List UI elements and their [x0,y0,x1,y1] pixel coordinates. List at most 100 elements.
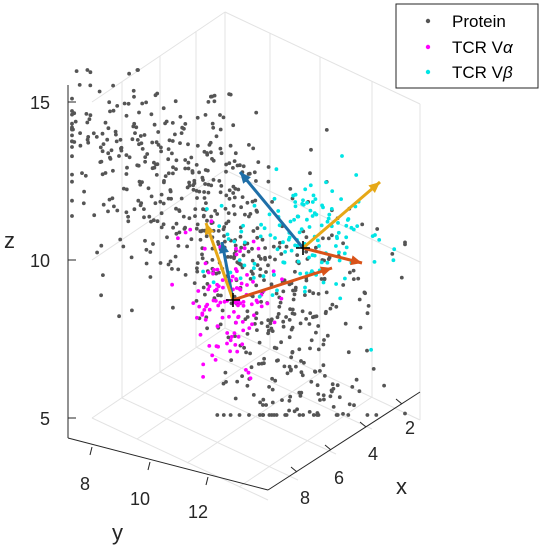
point-0 [304,235,309,240]
x-tick-label: 6 [334,468,344,488]
point-1 [228,338,233,343]
point-0 [87,117,92,122]
legend-label-protein: Protein [452,12,506,31]
point-2 [292,217,296,222]
point-2 [305,200,309,205]
point-1 [280,277,284,282]
point-0 [174,206,178,211]
y-tick-label: 12 [188,502,208,522]
point-2 [308,183,313,188]
point-0 [290,350,295,354]
point-0 [142,215,146,220]
point-2 [287,235,292,240]
point-2 [343,276,347,281]
point-0 [107,100,112,105]
point-2 [305,217,309,222]
point-0 [224,169,228,174]
point-1 [236,315,241,320]
point-0 [88,113,93,118]
point-0 [304,278,309,283]
point-0 [219,151,224,156]
point-2 [392,247,397,252]
point-0 [215,413,220,417]
point-0 [273,257,277,262]
point-0 [403,240,407,245]
point-0 [328,394,333,399]
point-0 [85,68,90,72]
point-0 [399,275,404,280]
point-0 [165,235,169,240]
point-0 [137,179,142,184]
point-1 [279,296,284,301]
point-0 [171,225,176,230]
point-0 [341,241,345,246]
point-2 [307,225,312,229]
point-0 [351,277,356,281]
point-0 [202,274,207,278]
point-1 [232,310,236,314]
point-2 [315,238,320,243]
point-0 [144,247,149,252]
point-0 [261,403,265,407]
point-0 [185,244,190,249]
point-0 [158,261,163,265]
point-0 [147,214,152,219]
point-0 [238,234,243,239]
point-2 [325,219,330,224]
point-0 [98,145,103,150]
point-0 [277,304,282,309]
point-0 [226,219,231,224]
point-0 [211,178,216,182]
point-0 [222,234,226,238]
point-2 [300,202,305,206]
point-0 [324,127,329,132]
point-1 [241,303,246,308]
point-1 [240,342,245,347]
point-0 [218,190,223,195]
point-0 [267,385,271,389]
point-1 [195,315,199,320]
point-0 [322,338,326,342]
point-0 [240,195,245,200]
point-0 [254,316,258,321]
point-0 [365,413,370,417]
point-0 [166,157,171,162]
point-0 [194,226,199,231]
point-0 [134,125,139,130]
point-0 [254,179,258,183]
point-2 [252,266,256,271]
point-0 [166,147,171,152]
point-0 [268,255,272,259]
point-1 [200,311,205,316]
point-0 [231,191,236,195]
vector-arrowhead [320,266,332,277]
point-0 [198,237,203,242]
point-0 [266,165,271,169]
point-0 [164,119,169,124]
gridline [91,417,269,501]
point-0 [255,328,259,332]
point-0 [243,212,247,217]
vector-arrowhead [240,172,251,184]
point-1 [244,368,248,372]
point-1 [256,246,261,251]
legend-marker-protein [425,18,431,24]
point-0 [183,158,188,162]
point-0 [113,129,118,134]
point-0 [227,161,232,166]
point-0 [274,413,279,417]
point-2 [301,198,305,203]
vector-arrowhead [204,223,215,235]
point-2 [344,235,349,240]
point-0 [159,192,164,197]
legend-label-tcr-valpha: TCR Vα [452,38,514,57]
point-0 [200,256,205,261]
point-0 [300,373,305,378]
point-0 [195,222,200,227]
grid-layer [91,11,421,501]
point-0 [218,113,222,117]
point-0 [352,403,356,408]
point-0 [233,396,238,401]
point-2 [272,272,276,277]
point-0 [212,99,217,104]
